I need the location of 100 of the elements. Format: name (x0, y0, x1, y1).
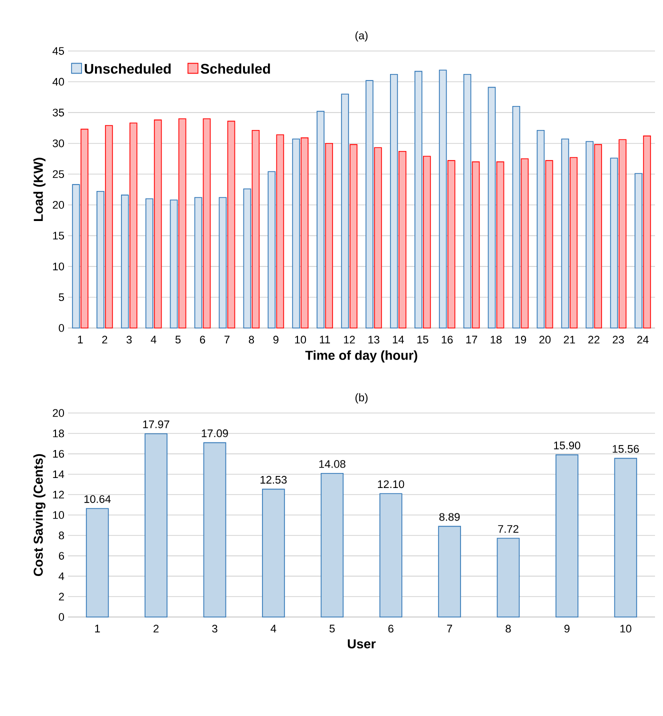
bar (202, 118, 211, 328)
bar (634, 173, 642, 328)
y-tick-label: 12 (53, 490, 64, 498)
x-tick-label: 7 (224, 336, 230, 344)
x-tick-label: 21 (564, 336, 575, 344)
bar (390, 74, 398, 328)
bar (341, 94, 349, 328)
bar (105, 125, 113, 328)
bar (218, 197, 227, 328)
bar (320, 472, 344, 618)
x-tick-label: 19 (515, 336, 526, 344)
bar (366, 80, 374, 328)
y-tick-label: 4 (58, 572, 64, 580)
x-tick-label: 6 (388, 624, 394, 633)
bar (86, 508, 109, 618)
bar (80, 128, 88, 328)
bar (379, 493, 402, 618)
data-label: 12.10 (378, 480, 404, 488)
data-label: 15.90 (554, 442, 580, 450)
data-label: 7.72 (498, 525, 518, 533)
x-tick-label: 22 (588, 336, 600, 344)
x-tick-label: 20 (539, 336, 551, 344)
x-tick-label: 1 (78, 336, 83, 344)
bar (447, 160, 456, 328)
bar (203, 442, 226, 618)
bar (556, 454, 578, 618)
x-tick-label: 6 (200, 336, 206, 344)
chart-title: (b) (355, 393, 368, 404)
x-tick-label: 5 (330, 624, 335, 632)
y-tick-label: 14 (53, 470, 64, 478)
x-tick-label: 10 (620, 624, 632, 633)
bar (488, 86, 496, 328)
x-tick-label: 5 (175, 336, 181, 344)
x-tick-label: 4 (150, 336, 156, 344)
x-axis-title: User (348, 639, 376, 648)
y-tick-label: 0 (58, 324, 64, 332)
bar (96, 190, 104, 328)
y-tick-label: 20 (52, 201, 64, 209)
bar (570, 157, 578, 328)
x-tick-label: 4 (270, 624, 276, 632)
x-tick-label: 7 (447, 624, 452, 632)
legend-label: Scheduled (200, 64, 270, 74)
bar (325, 142, 333, 328)
bar (374, 147, 382, 328)
y-tick-label: 15 (53, 232, 64, 240)
y-tick-label: 25 (52, 170, 64, 178)
x-tick-label: 8 (506, 624, 511, 633)
data-label: 10.64 (84, 495, 111, 503)
bar (145, 198, 154, 328)
data-label: 17.97 (143, 420, 170, 428)
bar (536, 130, 545, 328)
x-axis-title: Time of day (hour) (305, 350, 418, 362)
bar (154, 120, 162, 328)
x-tick-label: 24 (637, 336, 649, 344)
y-tick-label: 20 (52, 409, 64, 417)
y-tick-label: 8 (58, 532, 64, 540)
x-tick-label: 17 (466, 336, 478, 344)
x-tick-label: 12 (344, 336, 355, 344)
bar (292, 138, 300, 328)
bar (586, 141, 594, 328)
y-tick-label: 16 (53, 450, 64, 458)
bar (276, 134, 284, 328)
y-axis-title: Cost Saving (Cents) (33, 454, 46, 576)
bar (512, 106, 520, 328)
bar (520, 158, 529, 328)
y-tick-label: 10 (53, 262, 64, 270)
x-tick-label: 9 (273, 336, 278, 344)
bar (268, 171, 276, 328)
x-tick-label: 16 (442, 336, 453, 344)
bar (243, 188, 252, 328)
bar (144, 433, 168, 618)
x-tick-label: 1 (95, 624, 100, 632)
x-tick-label: 15 (417, 336, 428, 344)
bar (561, 138, 570, 328)
y-tick-label: 5 (58, 293, 64, 302)
y-tick-label: 45 (52, 47, 64, 55)
x-tick-label: 2 (154, 624, 159, 632)
x-tick-label: 10 (295, 336, 306, 344)
chart-title: (a) (355, 31, 368, 42)
bar (472, 161, 480, 328)
data-label: 8.89 (439, 513, 460, 521)
y-tick-label: 18 (53, 430, 64, 438)
x-tick-label: 3 (126, 336, 132, 344)
y-tick-label: 40 (52, 78, 64, 86)
x-tick-label: 23 (612, 336, 624, 344)
bar (120, 194, 129, 328)
bar (227, 120, 236, 328)
bar (423, 156, 431, 328)
y-tick-label: 30 (52, 139, 64, 148)
bar (614, 458, 638, 618)
y-tick-label: 35 (52, 108, 64, 116)
x-tick-label: 3 (212, 624, 218, 633)
data-label: 12.53 (260, 476, 287, 484)
bar (594, 144, 602, 328)
bar (496, 538, 520, 618)
x-tick-label: 8 (248, 336, 254, 344)
y-tick-label: 10 (53, 511, 64, 519)
legend-label: Unscheduled (84, 64, 171, 74)
bar (178, 118, 186, 328)
bar (618, 139, 626, 328)
